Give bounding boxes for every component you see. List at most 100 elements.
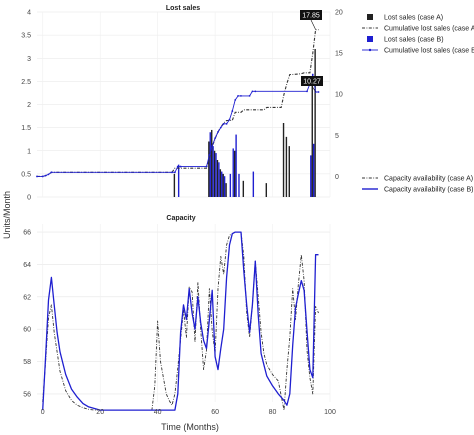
lost-sales-bar — [252, 171, 255, 197]
cumulative-point — [205, 165, 208, 168]
lost-sales-bar — [219, 169, 222, 197]
cumulative-point — [251, 90, 254, 93]
cumulative-line — [37, 74, 319, 177]
top-annotations: 17.85 10.27 — [300, 10, 323, 93]
cumulative-point — [211, 145, 214, 147]
y-tick-label: 1.5 — [21, 125, 31, 132]
lost-sales-bar — [215, 153, 217, 197]
y2-tick-label: 0 — [335, 174, 339, 181]
annotation-box — [300, 10, 322, 20]
y-tick-label: 2 — [27, 102, 31, 109]
cumulative-point — [254, 90, 257, 93]
cumulative-point — [237, 94, 239, 97]
y-tick-label: 62 — [23, 294, 31, 301]
legend-top: Lost sales (case A) Cumulative lost sales… — [362, 14, 474, 55]
annotation-pointer — [311, 85, 316, 93]
x-tick-label: 60 — [211, 409, 219, 416]
lost-sales-bar — [212, 146, 214, 197]
cumulative-point — [179, 165, 182, 168]
bottom-lines — [42, 231, 319, 411]
x-tick-label: 100 — [324, 409, 336, 416]
y-tick-label: 2.5 — [21, 79, 31, 86]
cumulative-point — [234, 99, 237, 101]
lost-sales-bar — [242, 180, 245, 197]
cumulative-point — [228, 118, 231, 121]
cumulative-point — [311, 73, 314, 76]
bottom-x-ticks: 0 20 40 60 80 100 — [41, 409, 336, 416]
x-tick-label: 20 — [96, 409, 104, 416]
lost-sales-bar — [225, 183, 227, 197]
lost-sales-bar — [312, 143, 315, 197]
top-panel: 0 0.5 1 1.5 2 2.5 3 3.5 4 0 5 10 15 20 17.85 10.27 — [21, 10, 343, 202]
lost-sales-bar — [221, 171, 223, 197]
y2-tick-label: 5 — [335, 133, 339, 140]
lost-sales-bar — [223, 176, 226, 197]
lost-sales-bar — [311, 76, 313, 197]
cumulative-point — [306, 90, 308, 93]
y-tick-label: 3 — [27, 56, 31, 63]
annotation-pointer — [310, 19, 316, 30]
annotation-label: 17.85 — [302, 13, 320, 20]
bottom-grid — [37, 224, 331, 402]
annotation-box — [301, 76, 323, 86]
top-bars — [173, 49, 316, 197]
y2-tick-label: 10 — [335, 92, 343, 99]
x-tick-label: 80 — [269, 409, 277, 416]
lost-sales-bar — [288, 146, 290, 197]
legend-swatch — [367, 36, 373, 42]
lost-sales-bar — [229, 173, 232, 197]
cumulative-point — [240, 94, 242, 97]
lost-sales-bar — [310, 155, 312, 197]
y-tick-label: 0.5 — [21, 171, 31, 178]
y2-tick-label: 20 — [335, 10, 343, 17]
cumulative-point — [47, 173, 50, 176]
legend-swatch — [367, 14, 373, 20]
cumulative-point — [217, 131, 219, 133]
y-tick-label: 64 — [23, 262, 31, 269]
lost-sales-bar — [232, 148, 234, 197]
cumulative-point — [248, 94, 251, 97]
cumulative-point — [36, 175, 38, 178]
bottom-y-ticks: 56 58 60 62 64 66 — [23, 230, 31, 399]
y-tick-label: 56 — [23, 391, 31, 398]
cumulative-point — [317, 91, 320, 93]
lost-sales-bar — [285, 136, 288, 197]
lost-sales-bar — [265, 183, 268, 197]
lost-sales-bar — [208, 141, 210, 197]
lost-sales-bar — [234, 150, 236, 197]
cumulative-point — [44, 174, 47, 177]
lost-sales-bar — [173, 173, 176, 197]
lost-sales-bar — [282, 123, 285, 197]
y-tick-label: 66 — [23, 230, 31, 237]
cumulative-point — [231, 110, 234, 112]
capacity-line — [42, 231, 319, 411]
legend-bottom: Capacity availability (case A) Capacity a… — [362, 176, 473, 194]
bottom-chart-title: Capacity — [166, 215, 195, 222]
y-axis-label: Units/Month — [2, 191, 12, 239]
lost-sales-bar — [216, 160, 219, 197]
legend-label: Lost sales (case B) — [384, 37, 444, 44]
lost-sales-bar — [314, 49, 316, 197]
lost-sales-bar — [211, 129, 213, 197]
legend-label: Cumulative lost sales (case A) — [384, 26, 474, 33]
legend-label: Cumulative lost sales (case B) — [384, 48, 474, 55]
capacity-line — [42, 231, 319, 411]
lost-sales-bar — [218, 162, 220, 197]
y-tick-label: 1 — [27, 148, 31, 155]
y-tick-label: 4 — [27, 10, 31, 17]
annotation-label: 10.27 — [303, 79, 321, 86]
top-chart-title: Lost sales — [166, 5, 200, 12]
y-tick-label: 60 — [23, 327, 31, 334]
cumulative-point — [222, 122, 225, 125]
legend-swatch-dot — [368, 48, 372, 52]
top-y2-ticks: 0 5 10 15 20 — [335, 10, 343, 181]
lost-sales-bar — [177, 164, 180, 197]
y-tick-label: 0 — [27, 195, 31, 202]
cumulative-point — [41, 175, 44, 178]
lost-sales-bar — [222, 173, 224, 197]
lost-sales-bar — [209, 132, 211, 197]
cumulative-point — [208, 154, 211, 156]
cumulative-point — [225, 122, 228, 125]
cumulative-point — [176, 165, 179, 168]
